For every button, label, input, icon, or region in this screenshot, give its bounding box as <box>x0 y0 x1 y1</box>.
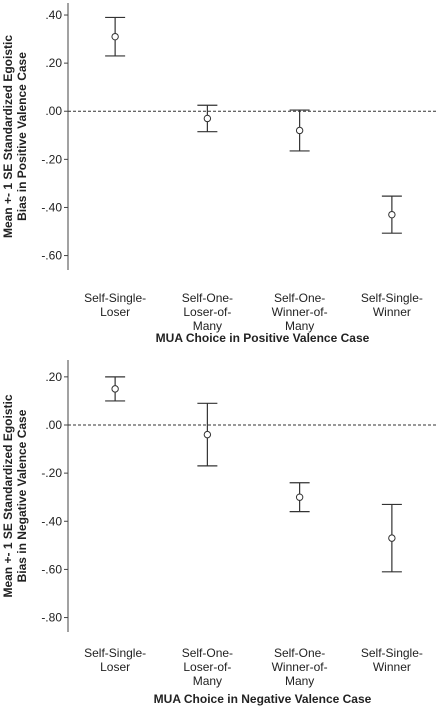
y-tick-label: .40 <box>45 8 62 22</box>
y-tick-label: -.60 <box>41 562 62 576</box>
y-tick-label: -.60 <box>41 249 62 263</box>
x-tick-label: Self-One-Winner-of-Many <box>272 646 328 688</box>
mean-marker <box>203 114 212 123</box>
x-tick-label: Self-Single-Winner <box>361 291 423 319</box>
y-tick-label: .00 <box>45 418 62 432</box>
y-tick-label: .20 <box>45 370 62 384</box>
y-tick-label: -.20 <box>41 466 62 480</box>
mean-marker <box>203 430 212 439</box>
x-tick-label: Self-One-Loser-of-Many <box>182 291 233 333</box>
mean-marker <box>295 126 304 135</box>
y-tick-label: -.40 <box>41 514 62 528</box>
y-tick-label: .00 <box>45 104 62 118</box>
x-axis-label: MUA Choice in Positive Valence Case <box>156 331 370 345</box>
x-tick-label: Self-One-Winner-of-Many <box>272 291 328 333</box>
y-tick-label: -.40 <box>41 200 62 214</box>
y-axis-label: Mean +- 1 SE Standardized Egoistic <box>1 394 15 597</box>
x-axis-label: MUA Choice in Negative Valence Case <box>154 692 372 706</box>
y-tick-label: -.80 <box>41 611 62 625</box>
y-axis-label: Bias in Negative Valence Case <box>15 409 29 582</box>
x-tick-label: Self-One-Loser-of-Many <box>182 646 233 688</box>
mean-marker <box>388 210 396 219</box>
y-axis-label: Bias in Positive Valence Case <box>15 52 29 221</box>
x-tick-label: Self-Single-Loser <box>84 291 146 319</box>
y-tick-label: .20 <box>45 56 62 70</box>
x-tick-label: Self-Single-Winner <box>361 646 423 674</box>
y-axis-label: Mean +- 1 SE Standardized Egoistic <box>1 35 15 238</box>
mean-marker <box>111 32 119 41</box>
mean-marker <box>295 493 304 501</box>
mean-marker <box>111 385 119 393</box>
mean-marker <box>388 534 396 542</box>
x-tick-label: Self-Single-Loser <box>84 646 146 674</box>
y-tick-label: -.20 <box>41 152 62 166</box>
